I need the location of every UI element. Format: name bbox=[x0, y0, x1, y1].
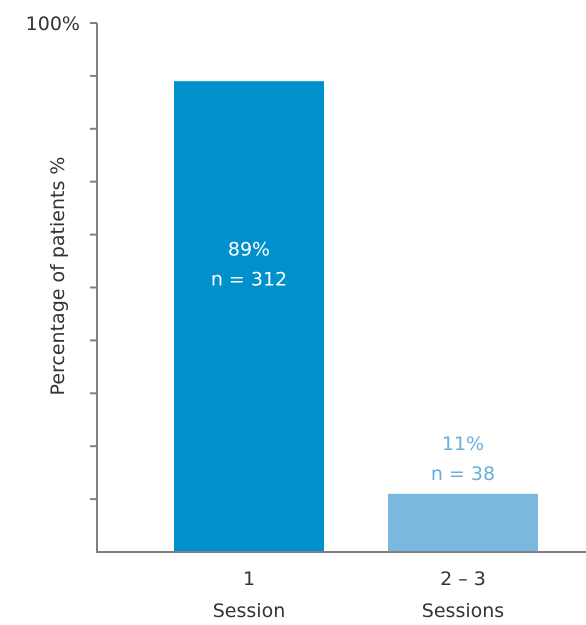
x-tick-label-line2: Sessions bbox=[422, 600, 504, 622]
bar bbox=[388, 493, 538, 552]
x-tick-label: 2 – 3 bbox=[440, 568, 486, 590]
x-tick-label-line2: Session bbox=[213, 600, 286, 622]
y-axis-ticks bbox=[90, 22, 97, 501]
data-labels-group: 89% n = 312 11% n = 38 bbox=[211, 238, 495, 484]
bar-value-label: 89% bbox=[228, 238, 270, 260]
bar-n-label: n = 312 bbox=[211, 268, 287, 290]
y-axis-title: Percentage of patients % bbox=[47, 157, 69, 396]
bars-group bbox=[174, 81, 538, 552]
bar-value-label: 11% bbox=[442, 433, 484, 455]
x-axis-labels-group: 1 Session 2 – 3 Sessions bbox=[213, 568, 504, 622]
bar-n-label: n = 38 bbox=[431, 463, 495, 485]
x-tick-label: 1 bbox=[243, 568, 255, 590]
y-axis-max-label: 100% bbox=[26, 13, 80, 35]
bar bbox=[174, 81, 324, 552]
